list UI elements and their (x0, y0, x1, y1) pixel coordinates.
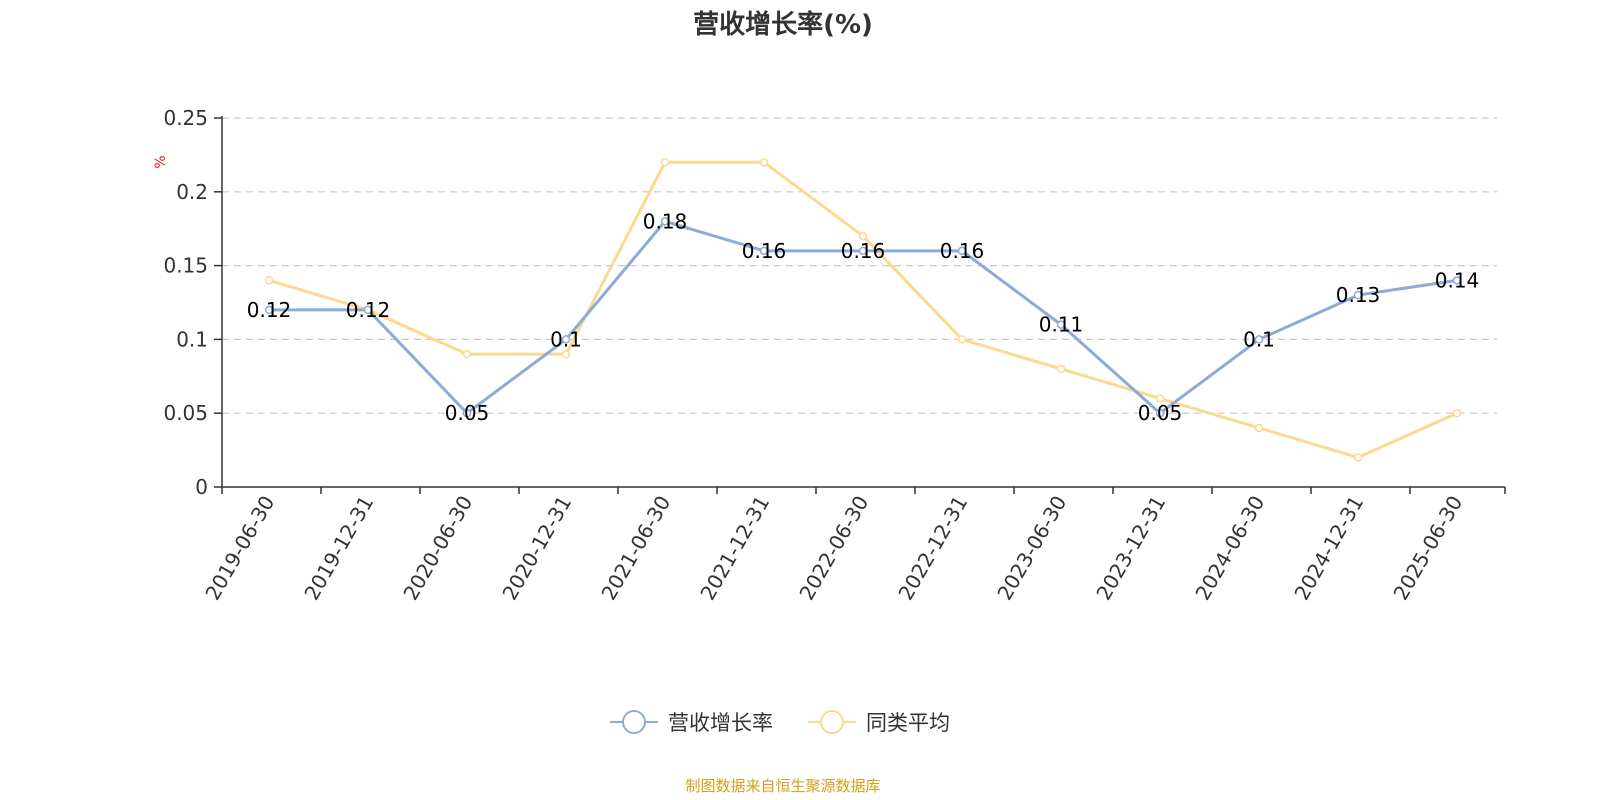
data-point-series-0[interactable] (363, 305, 373, 315)
axes: 0 0.05 0.1 0.15 0.2 0.25 2019-06-30 2019-12-31 2… (163, 106, 1506, 605)
x-tick-label: 2019-06-30 (200, 492, 279, 605)
data-point-series-1[interactable] (660, 158, 670, 167)
data-point-series-0[interactable] (462, 408, 472, 418)
data-point-series-0[interactable] (1056, 320, 1066, 329)
data-label: 0.1 (1243, 327, 1275, 351)
x-tick-label: 2022-12-31 (893, 492, 972, 605)
data-point-series-0[interactable] (1353, 290, 1363, 300)
y-tick-label: 0.05 (163, 401, 208, 425)
data-label: 0.05 (445, 401, 490, 425)
data-label: 0.12 (346, 298, 391, 322)
data-label: 0.05 (1138, 401, 1183, 425)
data-point-series-1[interactable] (561, 349, 571, 359)
data-point-series-0[interactable] (660, 217, 670, 226)
data-source-note: 制图数据来自恒生聚源数据库 (685, 777, 880, 795)
x-tick-label: 2021-06-30 (596, 492, 675, 605)
x-tick-label: 2021-12-31 (695, 492, 774, 605)
legend-label: 同类平均 (866, 711, 950, 735)
data-point-series-0[interactable] (1452, 276, 1462, 285)
data-point-series-1[interactable] (1254, 423, 1264, 433)
data-label: 0.13 (1336, 283, 1381, 307)
data-point-series-1[interactable] (759, 158, 769, 167)
x-tick-label: 2020-12-31 (497, 492, 576, 605)
data-point-series-0[interactable] (561, 335, 571, 344)
series-lines (264, 158, 1462, 462)
y-tick-label: 0.1 (176, 327, 208, 351)
data-point-series-1[interactable] (264, 276, 274, 285)
legend[interactable]: 营收增长率 同类平均 (610, 710, 950, 735)
data-label: 0.12 (247, 298, 292, 322)
data-point-series-0[interactable] (264, 305, 274, 315)
legend-item-1[interactable]: 同类平均 (808, 710, 950, 735)
data-point-series-1[interactable] (858, 231, 868, 241)
x-tick-label: 2023-12-31 (1091, 492, 1170, 605)
data-point-series-0[interactable] (1254, 335, 1264, 344)
gridlines (222, 117, 1497, 414)
data-point-series-1[interactable] (462, 349, 472, 359)
data-point-series-1[interactable] (1056, 364, 1066, 374)
data-label: 0.16 (940, 239, 985, 263)
y-tick-label: 0 (195, 475, 208, 499)
data-label: 0.11 (1039, 313, 1084, 337)
y-tick-label: 0.2 (176, 180, 208, 204)
x-tick-label: 2023-06-30 (992, 492, 1071, 605)
data-point-series-0[interactable] (1155, 408, 1165, 418)
x-tick-label: 2024-06-30 (1190, 492, 1269, 605)
legend-item-0[interactable]: 营收增长率 (610, 710, 773, 735)
data-point-series-1[interactable] (957, 335, 967, 344)
data-point-series-1[interactable] (1155, 394, 1165, 403)
x-tick-label: 2022-06-30 (794, 492, 873, 605)
data-point-series-0[interactable] (759, 246, 769, 256)
y-tick-label: 0.25 (163, 106, 208, 130)
chart-title: 营收增长率(%) (693, 9, 873, 40)
legend-circle-marker (820, 710, 844, 734)
x-tick-label: 2024-12-31 (1289, 492, 1368, 605)
legend-label: 营收增长率 (668, 711, 773, 735)
x-tick-label: 2019-12-31 (299, 492, 378, 605)
y-tick-label: 0.15 (163, 254, 208, 278)
data-label: 0.1 (550, 327, 582, 351)
data-label: 0.16 (742, 239, 787, 263)
data-point-series-0[interactable] (957, 246, 967, 256)
x-tick-label: 2020-06-30 (398, 492, 477, 605)
data-point-series-1[interactable] (1353, 453, 1363, 462)
legend-circle-marker (622, 710, 646, 734)
data-label: 0.16 (841, 239, 886, 263)
data-point-series-0[interactable] (858, 246, 868, 256)
y-axis-unit-label: % (153, 155, 169, 168)
data-point-series-1[interactable] (1452, 408, 1462, 418)
data-label: 0.18 (643, 209, 688, 233)
data-label: 0.14 (1435, 268, 1480, 292)
data-labels: 0.12 0.12 0.05 0.1 0.18 0.16 0.16 0.16 0.11 0.05 0… (247, 209, 1480, 425)
x-tick-label: 2025-06-30 (1388, 492, 1467, 605)
